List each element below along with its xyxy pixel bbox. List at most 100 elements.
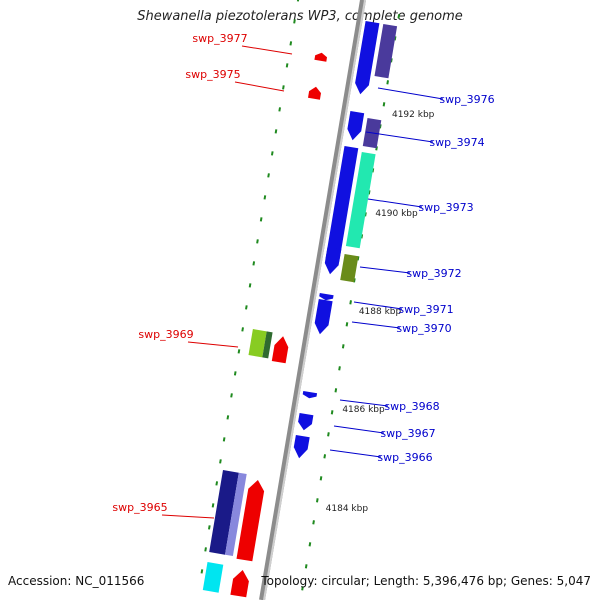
gene-block (202, 562, 224, 593)
left-tick-mark (259, 217, 263, 222)
gene-leader-line (333, 425, 385, 434)
gene-leader-line (365, 131, 434, 143)
gene-label: swp_3972 (406, 267, 461, 280)
gene-block (248, 329, 267, 358)
gene-label: swp_3965 (112, 501, 167, 514)
gene-leader-line (234, 81, 285, 92)
gene-block (319, 293, 334, 301)
right-tick-mark (312, 520, 315, 525)
gene-block (209, 470, 239, 555)
gene-leader-line (339, 399, 389, 407)
right-tick-mark (364, 212, 367, 217)
gene-leader-line (241, 45, 293, 55)
right-tick-mark (360, 234, 364, 239)
backbone-highlight (263, 0, 366, 600)
right-tick-mark (341, 344, 345, 349)
position-label: 4190 kbp (375, 209, 418, 219)
gene-leader-line (359, 266, 411, 274)
left-tick-mark (267, 173, 270, 178)
gene-label: swp_3976 (439, 93, 494, 106)
right-tick-mark (397, 14, 401, 19)
left-tick-mark (230, 393, 233, 398)
gene-block (271, 336, 289, 364)
left-tick-mark (289, 41, 293, 46)
left-tick-mark (241, 327, 244, 332)
gene-label: swp_3977 (192, 32, 247, 45)
gene-leader-line (351, 321, 401, 329)
right-tick-mark (315, 498, 319, 503)
genome-summary: Topology: circular; Length: 5,396,476 bp… (261, 574, 591, 588)
gene-label: swp_3967 (380, 427, 435, 440)
gene-block (302, 391, 318, 399)
left-tick-mark (211, 503, 215, 508)
gene-block (347, 111, 365, 141)
gene-label: swp_3971 (398, 303, 453, 316)
gene-block (340, 254, 359, 283)
gene-block (298, 413, 314, 431)
left-tick-mark (215, 481, 219, 486)
right-tick-mark (345, 322, 349, 327)
right-tick-mark (304, 564, 308, 569)
left-tick-mark (245, 305, 248, 310)
genome-backbone (259, 0, 366, 600)
gene-leader-line (353, 301, 403, 310)
gene-block (345, 152, 376, 249)
left-tick-mark (278, 107, 282, 112)
left-tick-mark (204, 547, 207, 552)
left-tick-mark (282, 85, 285, 90)
gene-label: swp_3966 (377, 451, 432, 464)
left-tick-mark (226, 415, 230, 420)
gene-block (355, 21, 380, 95)
gene-label: swp_3970 (396, 322, 451, 335)
left-tick-mark (285, 63, 289, 68)
gene-block (314, 299, 333, 335)
gene-block (293, 435, 310, 459)
gene-block (230, 570, 249, 598)
accession-label: Accession: NC_011566 (8, 574, 145, 588)
right-tick-mark (353, 278, 356, 283)
right-tick-mark (327, 432, 330, 437)
right-tick-mark (334, 388, 338, 393)
gene-leader-line (161, 514, 215, 519)
position-label: 4184 kbp (326, 504, 369, 514)
left-tick-mark (233, 371, 237, 376)
gene-label: swp_3975 (185, 68, 240, 81)
gene-label: swp_3974 (429, 136, 484, 149)
gene-label: swp_3968 (384, 400, 439, 413)
gene-leader-line (377, 87, 444, 100)
left-tick-mark (222, 437, 226, 442)
right-tick-mark (349, 300, 352, 305)
gene-leader-line (367, 198, 423, 208)
gene-leader-line (187, 341, 239, 348)
map-title: Shewanella piezotolerans WP3, complete g… (137, 9, 463, 24)
left-tick-mark (237, 349, 241, 354)
left-tick-mark (219, 459, 222, 464)
right-tick-mark (330, 410, 334, 415)
right-tick-mark (338, 366, 341, 371)
gene-block (374, 24, 398, 79)
left-tick-mark (200, 569, 204, 574)
gene-block (225, 472, 247, 556)
left-tick-mark (270, 151, 274, 156)
position-label: 4186 kbp (342, 405, 385, 415)
left-tick-mark (256, 239, 259, 244)
left-tick-mark (252, 261, 256, 266)
left-tick-mark (296, 0, 300, 2)
right-tick-mark (382, 102, 386, 107)
left-tick-mark (293, 19, 296, 24)
position-label: 4192 kbp (392, 110, 435, 120)
left-tick-mark (274, 129, 278, 134)
gene-block (314, 52, 327, 62)
right-tick-mark (323, 454, 327, 459)
left-tick-mark (263, 195, 267, 200)
right-tick-mark (386, 80, 390, 85)
gene-leader-line (329, 449, 382, 458)
gene-block (236, 480, 265, 562)
gene-label: swp_3973 (418, 201, 473, 214)
left-tick-mark (248, 283, 252, 288)
gene-block (308, 86, 321, 100)
position-label: 4188 kbp (359, 307, 402, 317)
right-tick-mark (308, 542, 312, 547)
